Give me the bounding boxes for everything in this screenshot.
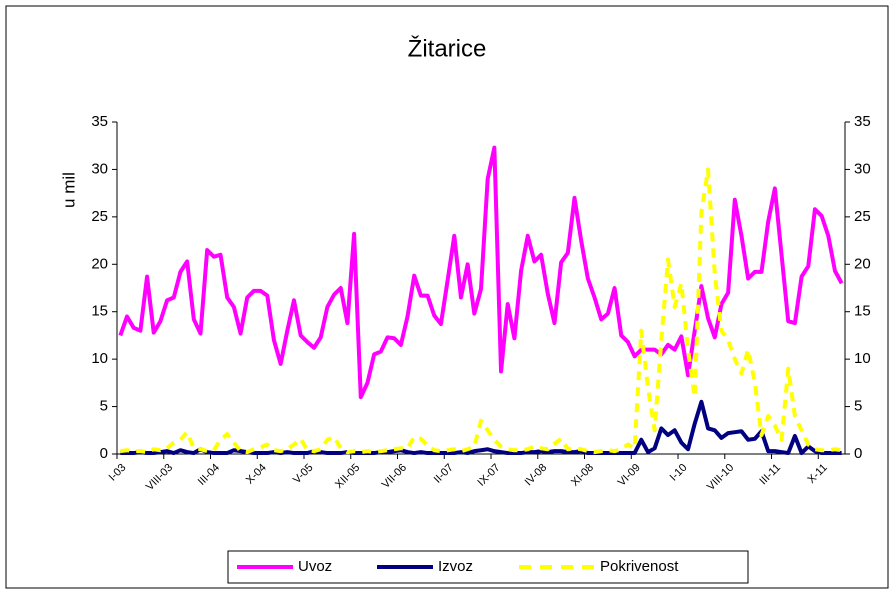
series-line: [120, 167, 842, 455]
y2-tick-label: 35: [854, 113, 871, 130]
y-tick-label: 25: [91, 208, 108, 225]
y-tick-label: 0: [100, 445, 108, 462]
legend-label: Izvoz: [438, 558, 473, 575]
y-tick-label: 5: [100, 398, 108, 415]
y2-tick-label: 20: [854, 255, 871, 272]
y-tick-label: 20: [91, 255, 108, 272]
y2-tick-label: 25: [854, 208, 871, 225]
y2-tick-label: 0: [854, 445, 862, 462]
y-tick-label: 30: [91, 160, 108, 177]
y-tick-label: 10: [91, 350, 108, 367]
y2-tick-label: 5: [854, 398, 862, 415]
series-line: [118, 145, 844, 400]
series-line: [120, 399, 842, 456]
y-axis-label: u mil: [59, 172, 78, 208]
chart-title: Žitarice: [408, 35, 487, 62]
legend: [227, 550, 749, 584]
y2-tick-label: 10: [854, 350, 871, 367]
y2-tick-label: 30: [854, 160, 871, 177]
y-tick-label: 35: [91, 113, 108, 130]
legend-label: Uvoz: [298, 558, 332, 575]
y-tick-label: 15: [91, 303, 108, 320]
y2-tick-label: 15: [854, 303, 871, 320]
legend-label: Pokrivenost: [600, 558, 679, 575]
